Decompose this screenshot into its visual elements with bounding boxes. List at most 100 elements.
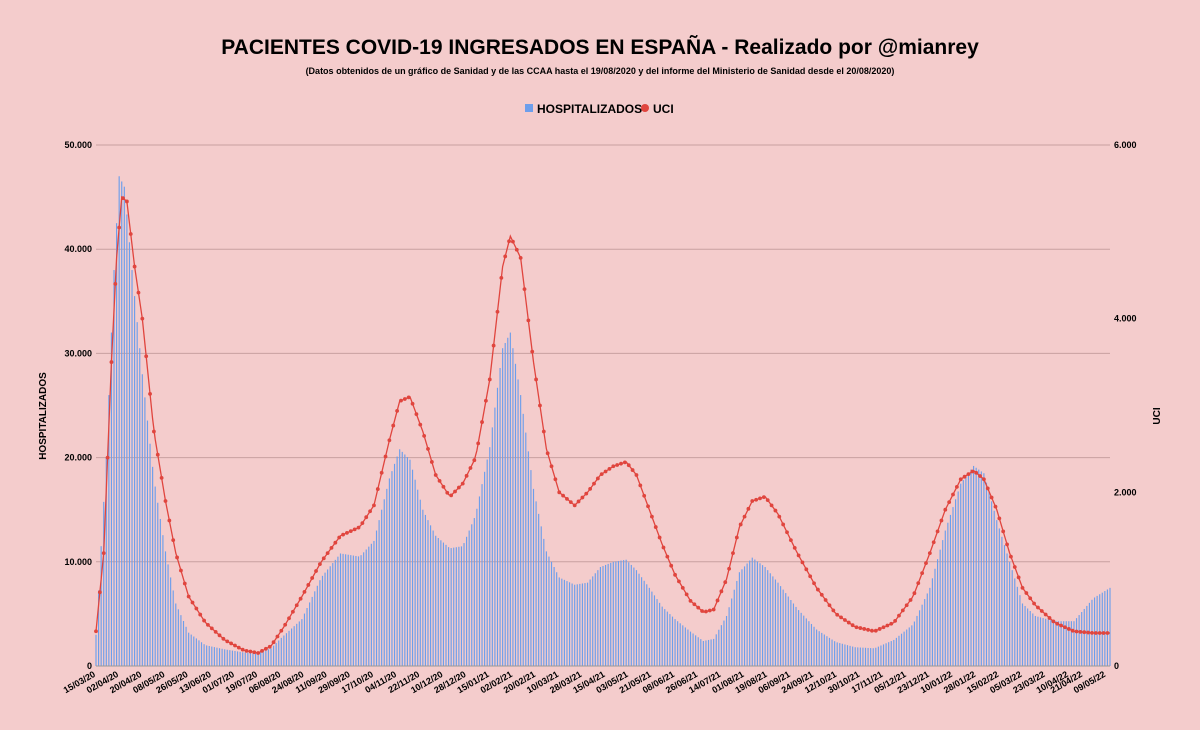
uci-point (958, 477, 963, 482)
uci-point (1039, 609, 1044, 613)
uci-point (904, 603, 909, 608)
hospitalizados-bar (383, 499, 385, 666)
hospitalizados-bar (334, 559, 336, 666)
uci-point (981, 477, 986, 482)
uci-point (754, 497, 759, 502)
uci-point (94, 629, 98, 634)
uci-point (1066, 627, 1071, 631)
uci-point (456, 485, 461, 490)
uci-point (815, 587, 820, 592)
hospitalizados-bar (1019, 595, 1021, 666)
hospitalizados-bar (939, 549, 941, 666)
uci-point (719, 589, 724, 594)
uci-point (345, 530, 349, 535)
uci-point (514, 247, 519, 252)
hospitalizados-bar (463, 543, 465, 666)
uci-point (649, 514, 654, 519)
uci-point (121, 196, 125, 201)
hospitalizados-bar (1109, 587, 1111, 666)
uci-point (661, 545, 666, 550)
hospitalizados-bar (1021, 603, 1024, 666)
hospitalizados-bar (782, 589, 784, 666)
uci-point (545, 451, 550, 456)
uci-point (665, 554, 670, 559)
hospitalizados-bar (404, 454, 406, 666)
hospitalizados-bar (242, 652, 244, 666)
uci-point (619, 461, 623, 466)
hospitalizados-bar (553, 567, 555, 666)
hospitalizados-bar (839, 643, 841, 666)
uci-point (985, 486, 990, 491)
hospitalizados-bar (159, 518, 161, 666)
hospitalizados-bar (929, 587, 931, 666)
hospitalizados-bar (1014, 578, 1016, 666)
hospitalizados-bar (700, 639, 702, 666)
hospitalizados-bar (339, 553, 342, 666)
uci-point (572, 503, 577, 508)
uci-point (399, 398, 403, 403)
y-left-tick-label: 0 (87, 661, 92, 671)
uci-point (997, 516, 1002, 521)
legend-label-uci: UCI (653, 102, 674, 116)
hospitalizados-bar (1081, 612, 1083, 666)
hospitalizados-bar (520, 395, 522, 666)
hospitalizados-bar (543, 538, 545, 666)
uci-point (476, 441, 481, 446)
hospitalizados-bar (563, 579, 565, 666)
uci-point (974, 470, 979, 475)
uci-point (1059, 623, 1064, 628)
uci-point (472, 458, 477, 463)
uci-point (630, 468, 635, 472)
hospitalizados-bar (723, 620, 725, 666)
hospitalizados-bar (429, 525, 432, 666)
y-left-tick-label: 50.000 (64, 140, 92, 150)
hospitalizados-bar (890, 641, 892, 666)
hospitalizados-bar (777, 582, 779, 666)
hospitalizados-bar (424, 514, 427, 666)
hospitalizados-bar (625, 559, 627, 666)
hospitalizados-bar (319, 580, 321, 666)
hospitalizados-bar (705, 640, 707, 666)
uci-point (989, 495, 994, 500)
hospitalizados-bar (525, 432, 527, 666)
hospitalizados-bar (867, 647, 869, 666)
uci-point (885, 623, 890, 628)
hospitalizados-bar (116, 223, 118, 666)
hospitalizados-bar (900, 633, 903, 666)
hospitalizados-bar (996, 520, 998, 666)
uci-point (352, 527, 357, 532)
hospitalizados-bar (743, 566, 746, 666)
gridlines (96, 144, 1110, 563)
uci-point (673, 572, 677, 577)
hospitalizados-bar (818, 631, 820, 666)
hospitalizados-bar (110, 332, 113, 666)
hospitalizados-bar (574, 584, 576, 666)
hospitalizados-bar (342, 553, 344, 666)
hospitalizados-bar (491, 427, 493, 666)
hospitalizados-bar (599, 567, 602, 666)
uci-point (804, 567, 809, 572)
hospitalizados-bar (800, 612, 802, 666)
hospitalizados-bar (224, 649, 226, 666)
hospitalizados-bar (859, 647, 861, 666)
hospitalizados-bar (177, 609, 179, 666)
hospitalizados-bar (834, 641, 836, 666)
uci-point (379, 470, 384, 475)
hospitalizados-bar (934, 568, 936, 666)
hospitalizados-bar (548, 556, 550, 666)
uci-point (924, 561, 928, 566)
hospitalizados-bar (345, 554, 347, 666)
hospitalizados-bar (484, 471, 486, 666)
uci-point (460, 481, 465, 486)
uci-point (437, 478, 442, 483)
hospitalizados-bar (200, 642, 203, 666)
hospitalizados-bar (121, 181, 123, 666)
hospitalizados-bar (427, 520, 429, 666)
hospitalizados-bar (761, 565, 764, 666)
uci-point (557, 490, 562, 495)
uci-point (290, 609, 295, 614)
hospitalizados-bar (772, 576, 774, 666)
hospitalizados-bar (419, 499, 421, 666)
uci-point (823, 598, 828, 602)
hospitalizados-bar (720, 625, 722, 666)
